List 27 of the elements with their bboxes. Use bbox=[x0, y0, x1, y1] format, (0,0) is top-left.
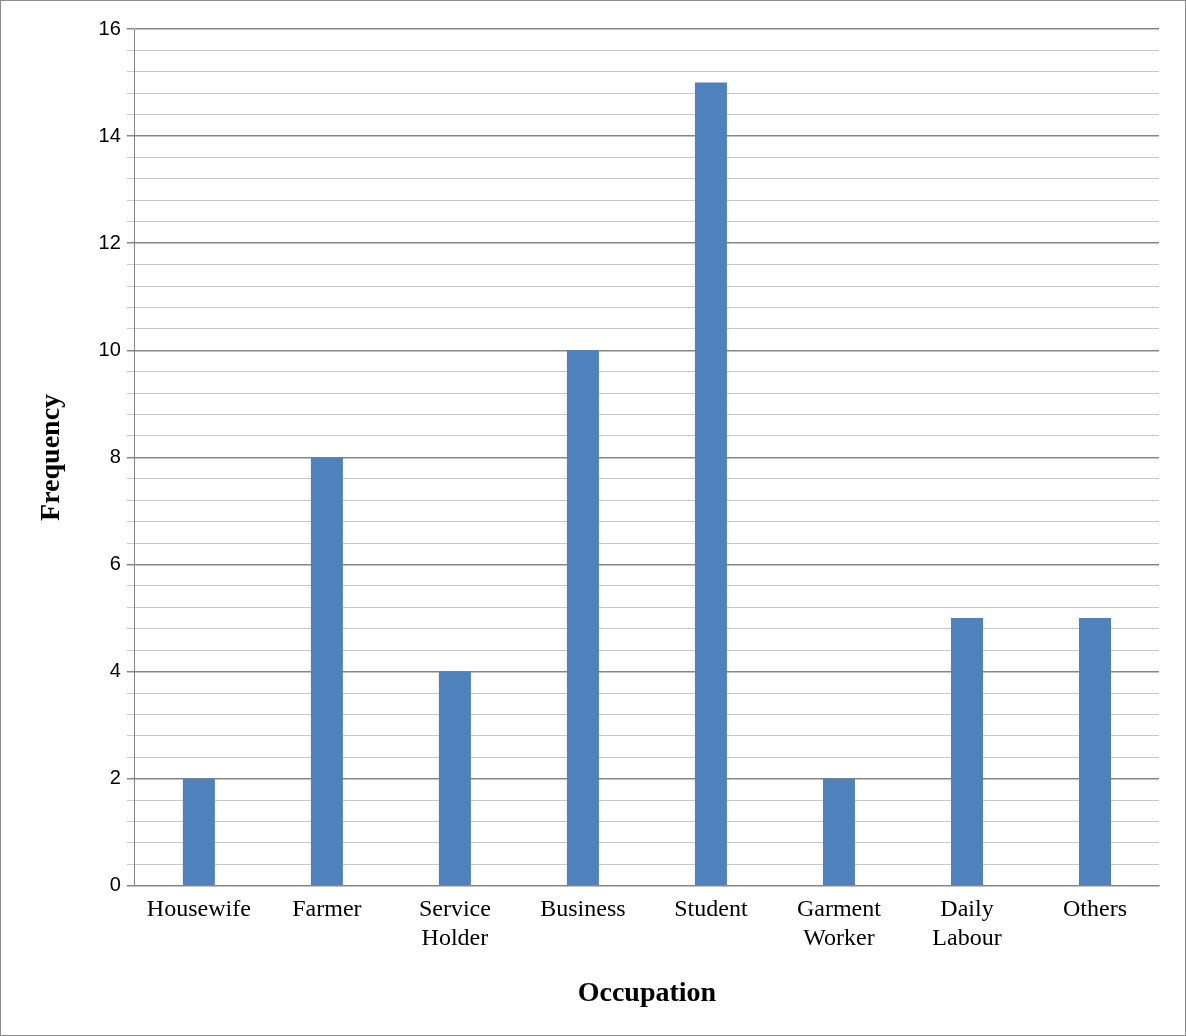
bar bbox=[822, 778, 855, 886]
bar bbox=[310, 457, 343, 886]
y-tick-label: 8 bbox=[109, 444, 121, 467]
y-tick-label: 0 bbox=[109, 873, 121, 896]
y-tick-label: 16 bbox=[98, 16, 121, 39]
x-tick-label: Business bbox=[540, 895, 626, 922]
bar bbox=[566, 350, 599, 886]
x-tick-label: Student bbox=[674, 895, 748, 922]
x-tick-label: Housewife bbox=[146, 895, 251, 922]
x-axis-title: Occupation bbox=[577, 976, 717, 1008]
y-axis-title: Frequency bbox=[34, 393, 66, 521]
bar bbox=[1078, 618, 1111, 886]
y-tick-label: 14 bbox=[98, 123, 121, 146]
y-tick-label: 12 bbox=[98, 230, 121, 253]
bar bbox=[182, 778, 215, 886]
x-tick-label: Garment Worker bbox=[796, 895, 882, 951]
y-tick-label: 6 bbox=[109, 552, 121, 575]
x-tick-label: Others bbox=[1063, 895, 1127, 922]
y-tick-label: 10 bbox=[98, 337, 121, 360]
bar bbox=[950, 618, 983, 886]
bar bbox=[694, 82, 727, 886]
y-tick-label: 4 bbox=[109, 659, 121, 682]
x-tick-label: Service Holder bbox=[418, 895, 491, 951]
bar bbox=[438, 671, 471, 886]
x-tick-label: Daily Labour bbox=[932, 895, 1002, 951]
x-tick-label: Farmer bbox=[292, 895, 362, 922]
y-tick-label: 2 bbox=[109, 766, 121, 789]
